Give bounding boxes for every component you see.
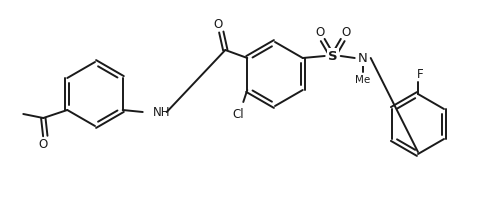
Text: O: O: [39, 138, 48, 151]
Text: Me: Me: [355, 75, 371, 85]
Text: O: O: [341, 25, 350, 39]
Text: S: S: [328, 49, 337, 63]
Text: F: F: [417, 67, 423, 81]
Text: Cl: Cl: [233, 107, 244, 120]
Text: NH: NH: [153, 106, 170, 119]
Text: O: O: [214, 18, 223, 31]
Text: O: O: [315, 25, 324, 39]
Text: N: N: [358, 52, 368, 64]
